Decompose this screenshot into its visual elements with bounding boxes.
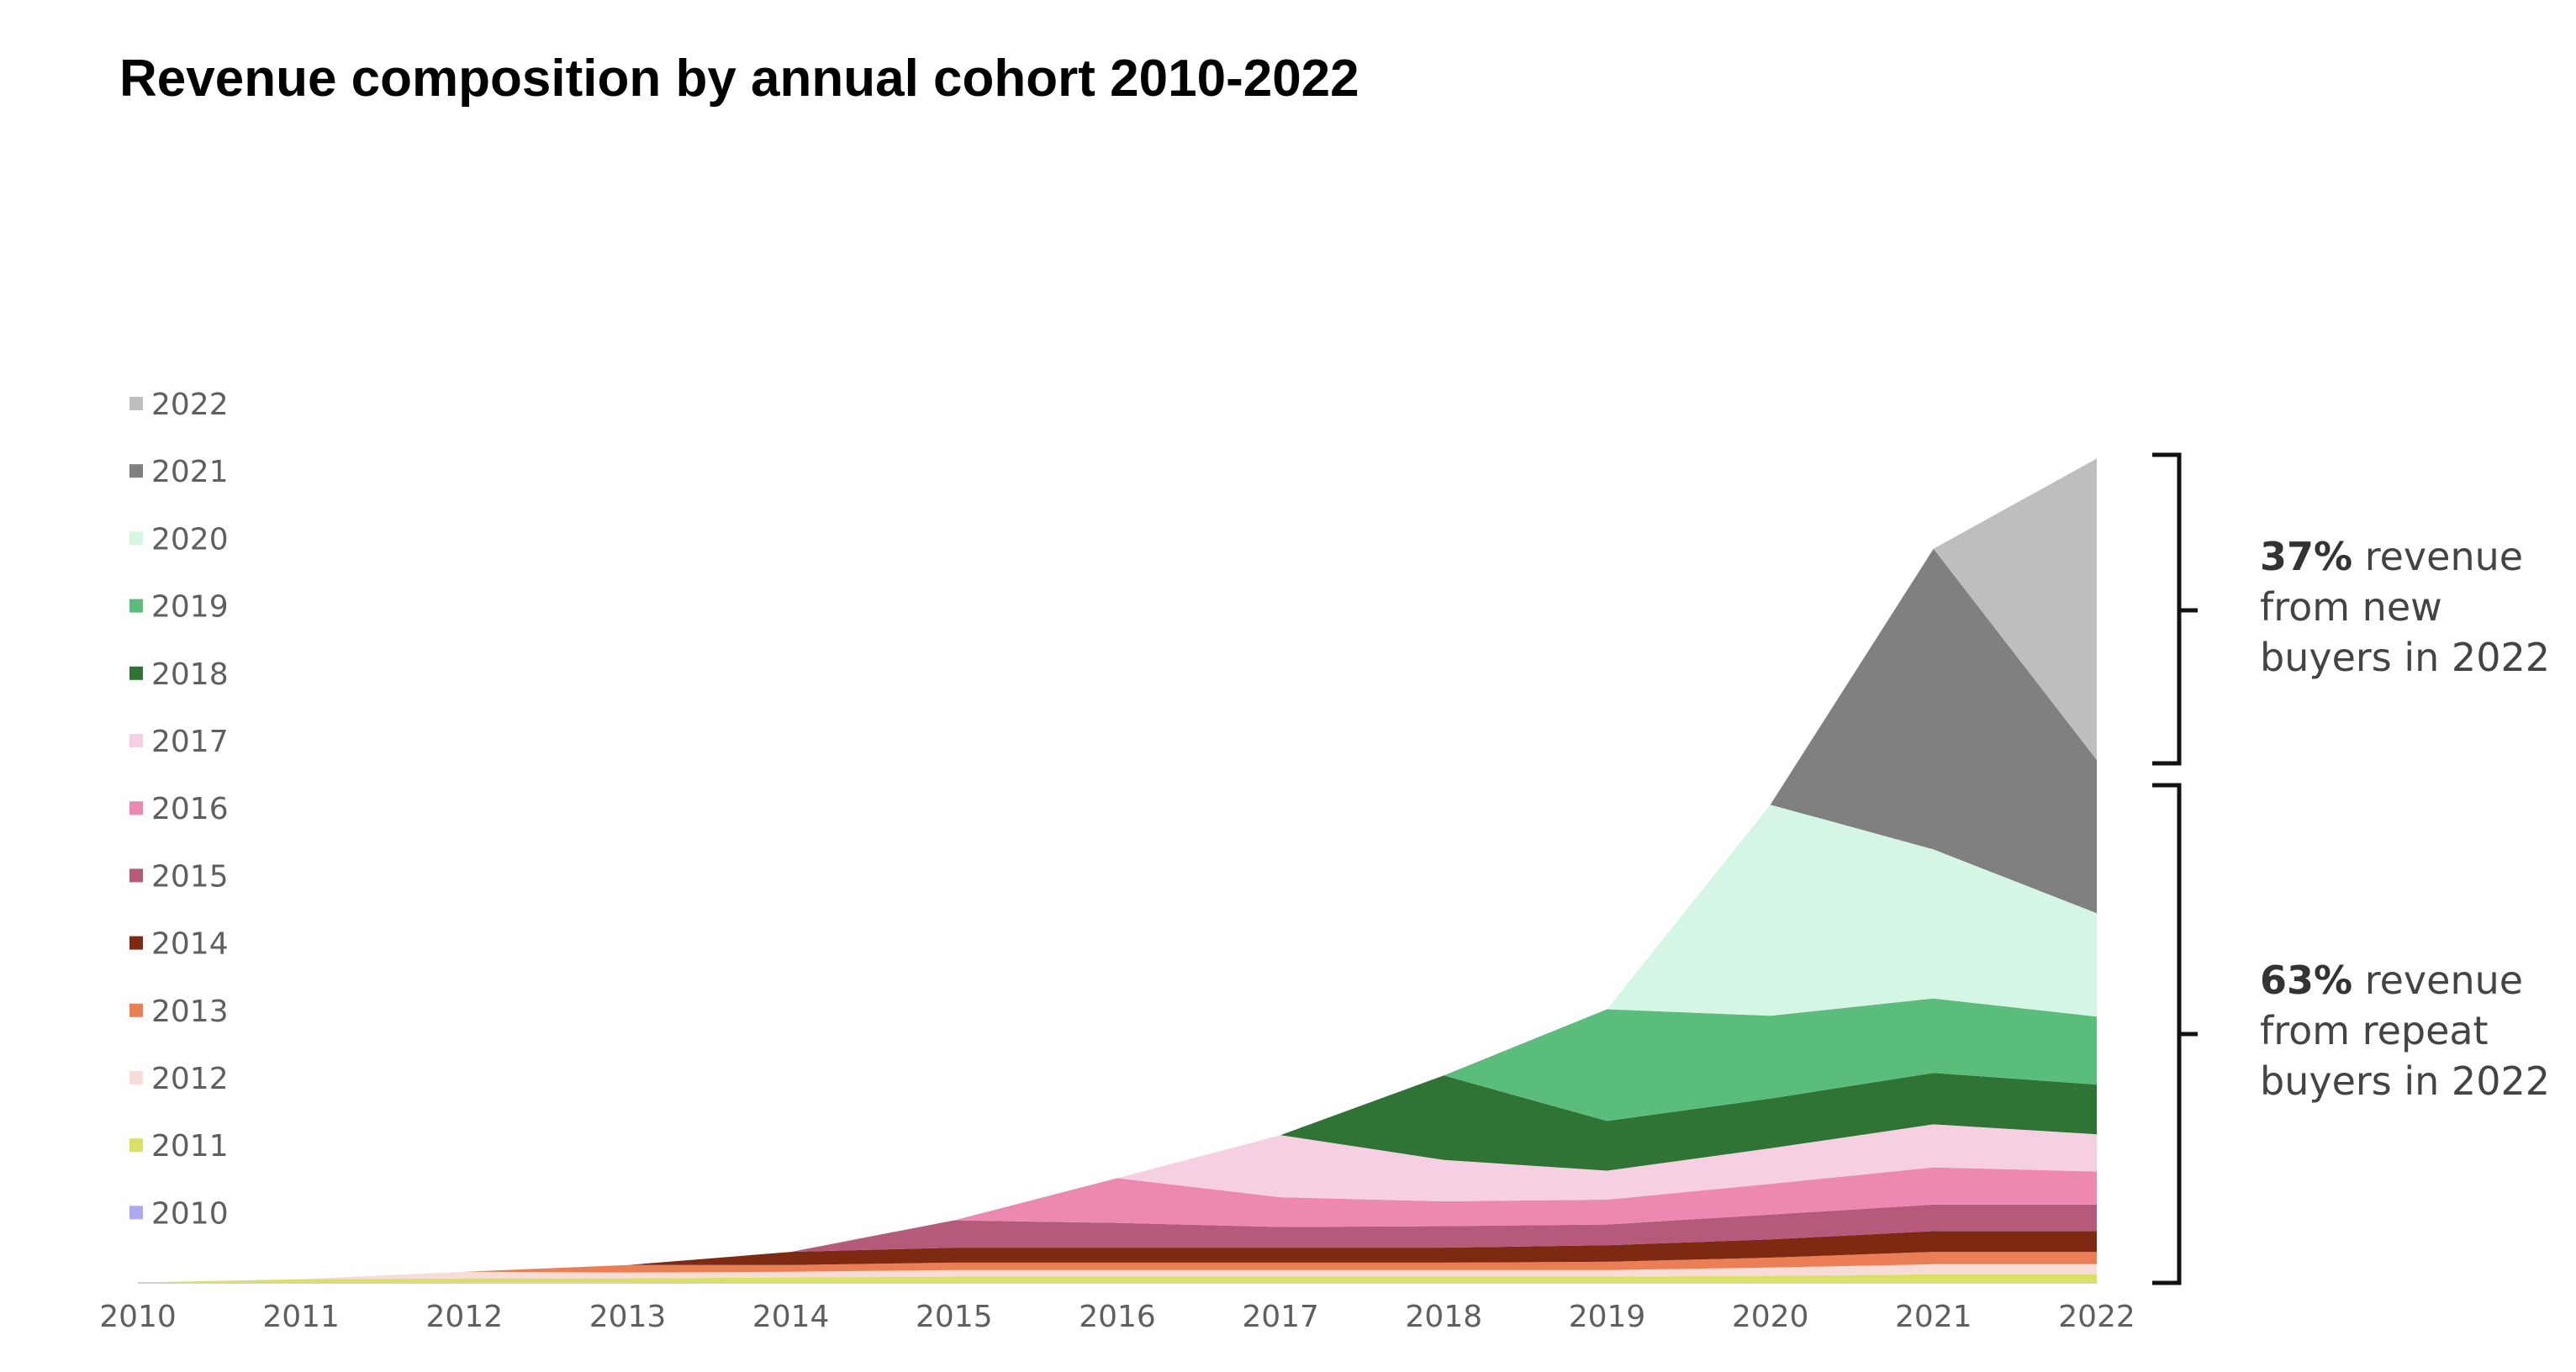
x-tick-label-2011: 2011 xyxy=(262,1300,340,1334)
x-tick-label-2022: 2022 xyxy=(2058,1300,2135,1334)
area-series-2014 xyxy=(138,1231,2097,1283)
legend-label-2012: 2012 xyxy=(151,1062,229,1096)
x-tick-label-2014: 2014 xyxy=(752,1300,830,1334)
legend-swatch-2017 xyxy=(129,734,143,747)
x-tick-label-2019: 2019 xyxy=(1569,1300,1646,1334)
x-tick-label-2021: 2021 xyxy=(1895,1300,1972,1334)
legend-label-2022: 2022 xyxy=(151,388,229,422)
x-tick-label-2018: 2018 xyxy=(1406,1300,1483,1334)
legend-swatch-2019 xyxy=(129,599,143,613)
legend-swatch-2012 xyxy=(129,1071,143,1084)
legend-label-2017: 2017 xyxy=(151,725,229,759)
annotation-repeat-buyers: 63% revenue from repeat buyers in 2022 xyxy=(2260,955,2563,1106)
legend-label-2020: 2020 xyxy=(151,522,229,557)
legend-swatch-2014 xyxy=(129,936,143,950)
legend-label-2010: 2010 xyxy=(151,1196,229,1231)
legend-label-2011: 2011 xyxy=(151,1129,229,1164)
legend-label-2014: 2014 xyxy=(151,927,229,962)
area-series-2015 xyxy=(138,1204,2097,1283)
legend: 2022 2021 2020 2019 2018 2017 2016 2015 2014 2013… xyxy=(129,388,229,1231)
x-axis-ticks: 2010 2011 2012 2013 2014 2015 2016 2017 2018 2019… xyxy=(99,1300,2135,1334)
area-series-2016 xyxy=(138,1167,2097,1283)
legend-swatch-2011 xyxy=(129,1138,143,1153)
legend-label-2018: 2018 xyxy=(151,657,229,692)
bracket-new-buyers xyxy=(2152,452,2198,766)
legend-swatch-2015 xyxy=(129,868,143,883)
area-series-2021 xyxy=(138,548,2097,1283)
chart-title: Revenue composition by annual cohort 201… xyxy=(119,50,1359,108)
area-series-2020 xyxy=(138,805,2097,1283)
x-tick-label-2016: 2016 xyxy=(1079,1300,1156,1334)
area-series-2017 xyxy=(138,1124,2097,1283)
area-series-2018 xyxy=(138,1073,2097,1283)
area-series-2019 xyxy=(138,998,2097,1283)
annotation-new-line2: from new xyxy=(2260,584,2442,630)
x-tick-label-2020: 2020 xyxy=(1732,1300,1809,1334)
x-tick-label-2015: 2015 xyxy=(916,1300,993,1334)
legend-swatch-2020 xyxy=(129,531,143,546)
annotation-new-line3: buyers in 2022 xyxy=(2260,635,2550,680)
legend-label-2016: 2016 xyxy=(151,792,229,826)
legend-swatch-2021 xyxy=(129,464,143,478)
legend-label-2013: 2013 xyxy=(151,995,229,1029)
area-series-2012 xyxy=(138,1264,2097,1283)
annotation-repeat-line2: from repeat xyxy=(2260,1008,2489,1053)
annotation-brackets xyxy=(2152,452,2198,1285)
legend-swatch-2016 xyxy=(129,801,143,815)
x-tick-label-2013: 2013 xyxy=(589,1300,667,1334)
annotation-new-buyers: 37% revenue from new buyers in 2022 xyxy=(2260,531,2563,683)
legend-swatch-2022 xyxy=(129,397,143,410)
x-tick-label-2017: 2017 xyxy=(1242,1300,1319,1334)
area-series-group xyxy=(138,458,2097,1283)
legend-label-2021: 2021 xyxy=(151,455,229,489)
legend-swatch-2018 xyxy=(129,666,143,680)
bracket-repeat-buyers xyxy=(2152,783,2198,1285)
annotation-repeat-line3: buyers in 2022 xyxy=(2260,1058,2550,1104)
annotation-repeat-line1: revenue xyxy=(2364,958,2524,1003)
area-series-2013 xyxy=(138,1252,2097,1283)
annotation-new-line1: revenue xyxy=(2364,534,2524,579)
area-series-2011 xyxy=(138,1274,2097,1283)
x-tick-label-2010: 2010 xyxy=(99,1300,177,1334)
legend-label-2015: 2015 xyxy=(151,859,229,894)
legend-label-2019: 2019 xyxy=(151,590,229,625)
legend-swatch-2013 xyxy=(129,1003,143,1017)
x-tick-label-2012: 2012 xyxy=(426,1300,504,1334)
legend-swatch-2010 xyxy=(129,1206,143,1220)
annotation-repeat-percent: 63% xyxy=(2260,958,2353,1003)
annotation-new-percent: 37% xyxy=(2260,534,2353,579)
